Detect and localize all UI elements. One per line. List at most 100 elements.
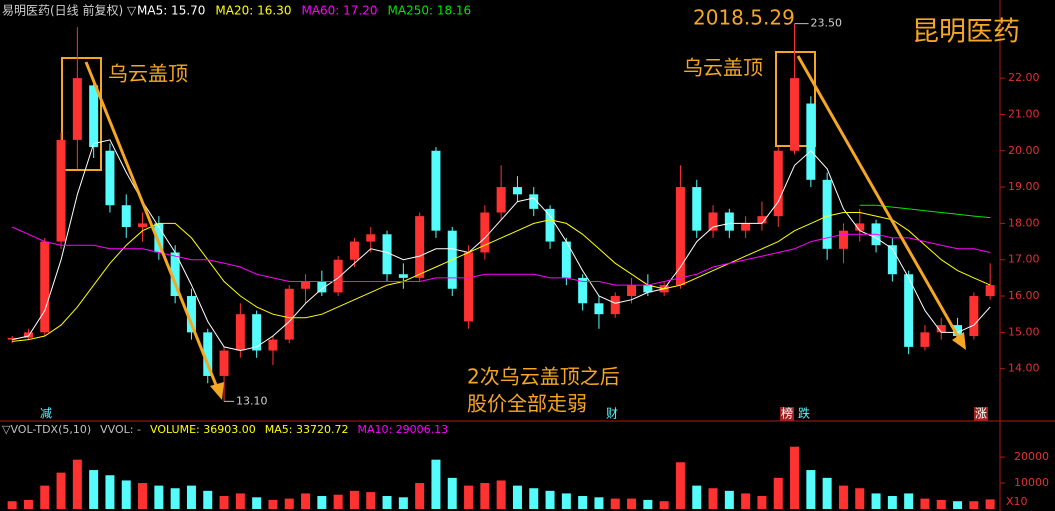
volume-bar <box>89 470 99 509</box>
volume-bar <box>333 494 343 509</box>
candle-body <box>496 187 506 213</box>
y-tick-label: 22.00 <box>1008 71 1040 84</box>
volume-bar <box>268 499 278 509</box>
volume-bar <box>138 483 148 509</box>
candle-body <box>366 234 376 242</box>
candle-body <box>333 259 343 293</box>
chart-header: 易明医药(日线 前复权) ▽ <box>2 3 137 18</box>
candle-body <box>23 332 33 338</box>
candle-body <box>692 187 702 231</box>
volume-bar <box>284 498 294 509</box>
y-tick-label: 21.00 <box>1008 107 1040 120</box>
ma-line <box>12 212 991 342</box>
unit-label: X10 <box>1006 495 1028 508</box>
candle-body <box>138 223 148 228</box>
candle-body <box>121 205 131 228</box>
candle-body <box>382 234 392 275</box>
volume-bar <box>496 480 506 509</box>
volume-bar <box>40 485 50 509</box>
volume-bar <box>659 501 669 509</box>
highlight-box <box>61 57 102 171</box>
event-badge <box>780 407 794 421</box>
volume-bar <box>643 499 653 509</box>
volume-bar <box>235 493 245 509</box>
volume-header: ▽VOL-TDX(5,10) <box>2 423 91 436</box>
event-marker: 财 <box>606 407 618 421</box>
volume-bar <box>252 497 262 509</box>
volume-bar <box>154 485 164 509</box>
volume-bar <box>561 493 571 509</box>
volume-bar <box>708 488 718 509</box>
y-tick-label: 18.00 <box>1008 216 1040 229</box>
candle-body <box>235 314 245 351</box>
pattern-label: 乌云盖顶 <box>683 56 763 80</box>
candle-body <box>72 78 82 140</box>
volume-bar <box>431 459 441 509</box>
volume-header: VOLUME: 36903.00 <box>150 423 256 436</box>
candle-body <box>480 212 490 253</box>
ma-line <box>859 204 991 219</box>
volume-bar <box>529 488 539 509</box>
volume-bar <box>203 490 213 509</box>
volume-bar <box>724 490 734 509</box>
candle-body <box>398 274 408 278</box>
candle-body <box>545 208 555 242</box>
candle-body <box>186 296 196 333</box>
candle-body <box>953 325 963 336</box>
candle-body <box>708 212 718 231</box>
candle-body <box>252 314 262 351</box>
candle-body <box>610 296 620 315</box>
candle-body <box>822 179 832 249</box>
y-tick-label: 19.00 <box>1008 180 1040 193</box>
candle-body <box>578 277 588 304</box>
candle-body <box>56 139 66 242</box>
candle-body <box>985 285 995 297</box>
chart-title: 昆明医药 <box>912 17 1020 48</box>
volume-bar <box>936 499 946 509</box>
volume-bar <box>594 497 604 509</box>
ma-line <box>12 139 991 352</box>
candle-body <box>431 150 441 231</box>
candle-body <box>529 194 539 209</box>
candle-body <box>904 274 914 347</box>
volume-bar <box>186 485 196 509</box>
y-tick-label: 17.00 <box>1008 253 1040 266</box>
event-badge <box>974 407 988 421</box>
volume-bar <box>871 493 881 509</box>
volume-bar <box>855 488 865 509</box>
volume-bar <box>953 501 963 509</box>
volume-bar <box>72 459 82 509</box>
candle-body <box>773 150 783 217</box>
trend-arrow <box>796 55 962 341</box>
pattern-label: 乌云盖顶 <box>108 62 188 86</box>
volume-bar <box>366 492 376 509</box>
candle-body <box>512 187 522 195</box>
candle-body <box>757 216 767 224</box>
volume-bar <box>887 496 897 509</box>
volume-bar <box>822 477 832 509</box>
volume-bar <box>969 501 979 509</box>
candle-body <box>838 230 848 249</box>
candle-body <box>920 332 930 347</box>
event-marker: 涨 <box>975 406 987 421</box>
event-marker: 减 <box>40 407 52 421</box>
legend-entry: MA250: 18.16 <box>388 4 472 18</box>
candle-body <box>415 216 425 278</box>
candle-body <box>561 241 571 278</box>
volume-bar <box>904 493 914 509</box>
candle-body <box>284 288 294 340</box>
candle-body <box>301 281 311 289</box>
arrow-head <box>210 382 224 400</box>
volume-bar <box>545 490 555 509</box>
volume-bar <box>773 477 783 509</box>
candle-body <box>203 332 213 376</box>
candle-body <box>349 241 359 260</box>
volume-bar <box>317 496 327 509</box>
candle-body <box>219 350 229 376</box>
volume-bar <box>692 485 702 509</box>
volume-bar <box>105 475 115 509</box>
volume-header: MA10: 29006.13 <box>357 423 448 436</box>
volume-bar <box>741 493 751 509</box>
candle-body <box>741 223 751 231</box>
